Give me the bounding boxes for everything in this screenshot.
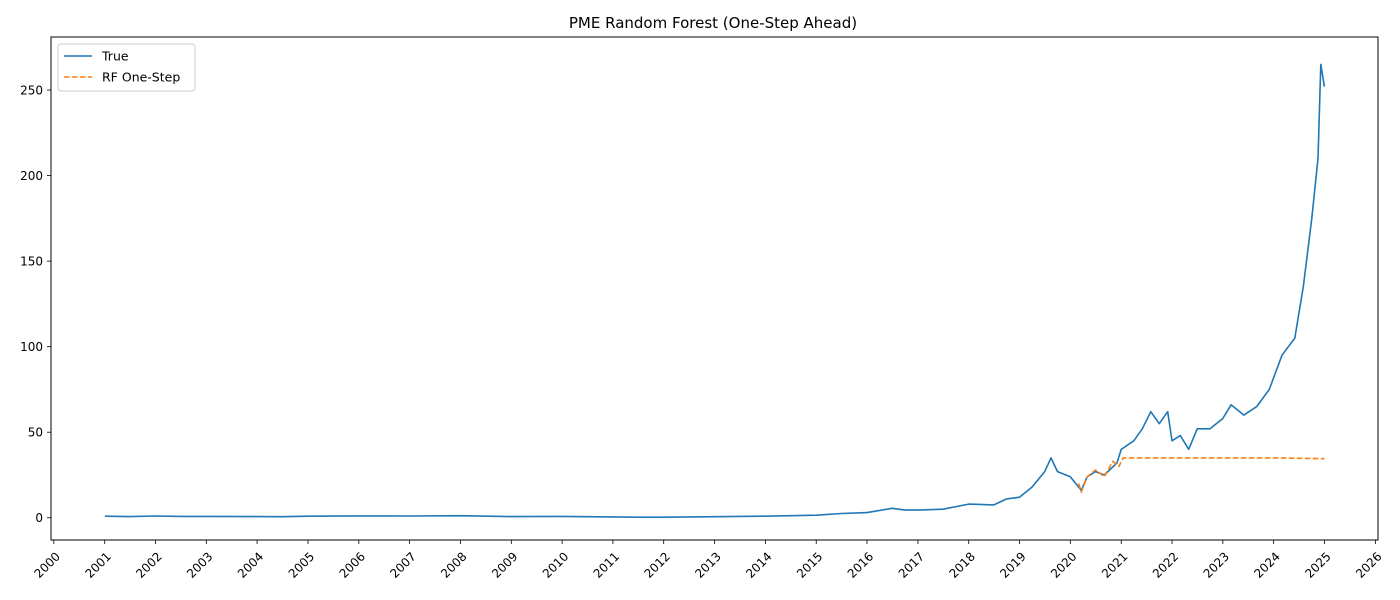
plot-frame — [50, 36, 1379, 541]
x-tick-label-2002: 2002 — [133, 549, 164, 580]
legend-label-true: True — [101, 49, 129, 64]
x-tick-label-2021: 2021 — [1099, 549, 1130, 580]
series-line-true — [104, 63, 1326, 518]
x-tick-label-2004: 2004 — [235, 549, 266, 580]
x-tick-label-2026: 2026 — [1353, 549, 1384, 580]
chart-title: PME Random Forest (One-Step Ahead) — [569, 14, 857, 32]
x-tick-label-2018: 2018 — [946, 549, 977, 580]
x-tick-label-2003: 2003 — [184, 549, 215, 580]
y-tick-label-50: 50 — [28, 426, 43, 440]
x-tick-label-2023: 2023 — [1201, 549, 1232, 580]
x-tick-label-2022: 2022 — [1150, 549, 1181, 580]
x-tick-label-2013: 2013 — [692, 549, 723, 580]
x-tick-label-2001: 2001 — [82, 549, 113, 580]
x-tick-label-2007: 2007 — [387, 549, 418, 580]
series-line-rf-one-step — [1077, 457, 1325, 493]
x-tick-label-2014: 2014 — [743, 549, 774, 580]
x-tick-label-2024: 2024 — [1251, 549, 1282, 580]
x-tick-label-2020: 2020 — [1048, 549, 1079, 580]
x-tick-label-2017: 2017 — [896, 549, 927, 580]
x-tick-label-2025: 2025 — [1302, 549, 1333, 580]
y-tick-label-250: 250 — [20, 83, 43, 97]
x-tick-label-2006: 2006 — [337, 549, 368, 580]
x-tick-label-2012: 2012 — [641, 549, 672, 580]
y-tick-label-200: 200 — [20, 169, 43, 183]
x-tick-label-2005: 2005 — [286, 549, 317, 580]
x-tick-label-2011: 2011 — [591, 549, 622, 580]
plot-area — [50, 36, 1379, 541]
x-tick-label-2010: 2010 — [540, 549, 571, 580]
x-axis: 2000 2001 2002 2003 2004 2005 2006 2007 2008 2009… — [32, 540, 1385, 581]
legend-box — [57, 43, 196, 92]
series-layer — [104, 63, 1326, 518]
y-tick-label-100: 100 — [20, 340, 43, 354]
y-axis: 0 50 100 150 200 250 — [20, 83, 51, 525]
legend: True RF One-Step — [57, 43, 196, 92]
x-tick-label-2000: 2000 — [32, 549, 63, 580]
x-tick-label-2019: 2019 — [997, 549, 1028, 580]
y-tick-label-0: 0 — [35, 511, 43, 525]
y-tick-label-150: 150 — [20, 254, 43, 268]
x-tick-label-2015: 2015 — [794, 549, 825, 580]
x-tick-label-2008: 2008 — [438, 549, 469, 580]
x-tick-label-2009: 2009 — [489, 549, 520, 580]
legend-label-rf-one-step: RF One-Step — [102, 70, 180, 85]
x-tick-label-2016: 2016 — [845, 549, 876, 580]
